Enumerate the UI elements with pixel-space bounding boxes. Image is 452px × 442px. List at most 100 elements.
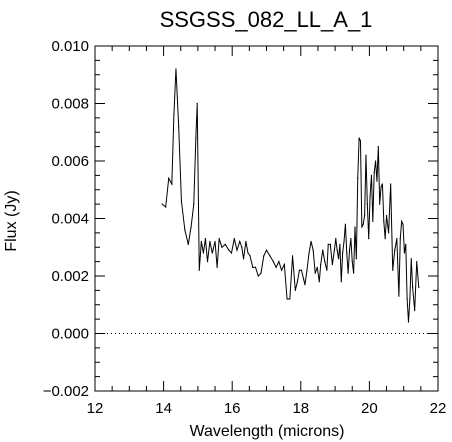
data-point [193,203,195,205]
data-point [385,215,388,217]
data-point [314,272,316,274]
y-tick-label: 0.002 [51,268,89,285]
data-point [294,289,296,291]
data-point [362,223,364,225]
data-point [329,243,331,245]
x-tick-label: 16 [224,400,241,417]
data-point [298,269,301,271]
data-point [304,284,306,286]
data-point [365,154,367,156]
data-point [384,238,386,240]
data-point [327,243,329,245]
data-point [165,206,167,208]
data-point [373,171,375,174]
data-point [221,246,223,248]
y-tick-label: −0.002 [43,383,89,400]
data-point [381,183,384,185]
spectrum-line [161,68,420,323]
data-point [300,269,303,271]
data-point [204,238,207,240]
data-point [161,203,163,205]
ticks-layer: 12 14 16 18 20 22 −0.002 0.000 0.002 0.004 0.006 0.… [43,38,447,417]
data-point [377,146,379,148]
data-point [318,281,320,283]
data-point [171,183,173,185]
data-point [343,240,345,243]
data-point [340,281,342,283]
data-point [257,275,259,277]
data-point [398,295,400,297]
x-tick-label: 22 [430,400,447,417]
data-point [190,226,192,228]
data-point [198,269,200,271]
data-point [396,238,398,240]
data-point [322,249,324,251]
data-point [326,269,328,271]
data-point [202,252,204,254]
data-point [414,309,416,312]
data-point [392,269,394,271]
y-tick-label: 0.004 [51,211,89,228]
data-point [310,240,312,243]
data-point [272,261,274,263]
data-point [409,298,411,300]
data-point [359,140,362,142]
data-point [316,266,318,268]
data-point [211,252,213,254]
data-point [416,261,418,263]
data-point [175,68,177,70]
data-point [406,298,408,300]
data-point [348,249,351,251]
data-point [368,238,370,240]
data-point [280,269,283,271]
data-point [366,203,368,205]
data-point [324,261,326,263]
data-point [374,160,377,162]
data-point [168,177,170,179]
data-point [407,321,410,323]
data-point [242,258,245,260]
data-point [342,252,344,254]
data-point [196,102,198,105]
data-point [239,240,241,243]
data-point [364,215,366,217]
data-point [291,255,294,257]
data-point [260,272,262,274]
x-tick-label: 14 [155,400,172,417]
data-point [306,269,308,271]
data-point [337,258,340,260]
x-tick-label: 12 [87,400,104,417]
data-point [351,261,353,263]
data-point [418,286,420,289]
data-point [302,278,305,280]
data-point [241,246,243,248]
data-point [214,240,216,243]
data-point [370,174,373,176]
data-point [206,261,209,263]
x-tick-label: 18 [292,400,309,417]
data-point [173,114,175,116]
data-point [347,272,349,274]
data-point [230,252,233,254]
data-point [388,232,390,234]
data-point [180,200,183,202]
data-point [247,252,249,254]
data-point [209,240,211,243]
y-tick-label: 0.008 [51,96,89,113]
data-point [233,238,235,240]
data-point [254,266,257,268]
series-layer [161,68,420,323]
y-tick-label: 0.000 [51,326,89,343]
data-point [357,177,359,179]
data-point [187,243,189,245]
data-point [228,249,230,251]
data-point [269,255,271,257]
data-point [353,272,355,274]
data-point [184,229,186,231]
data-point [410,258,412,260]
data-point [308,252,310,254]
data-point [380,186,382,188]
data-point [265,249,268,251]
y-tick-label: 0.006 [51,153,89,170]
